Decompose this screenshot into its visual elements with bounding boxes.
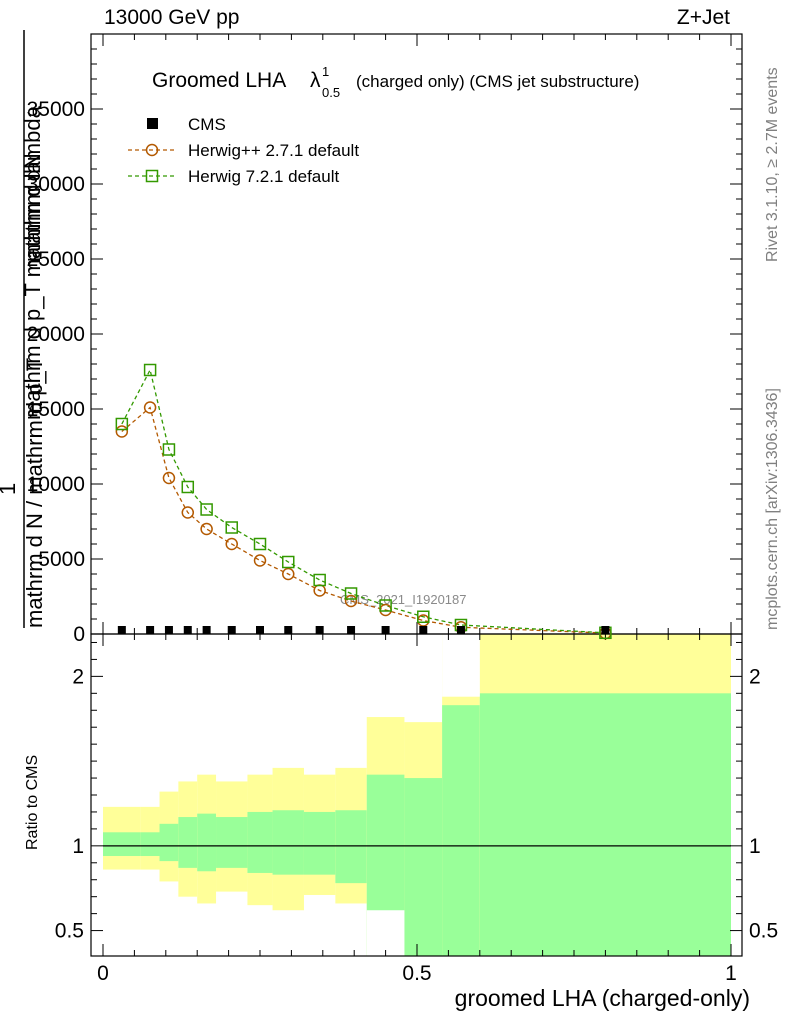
ratio-y-tick-label-right: 1 [749, 835, 761, 858]
main-y-tick-label: 5000 [38, 548, 85, 571]
x-tick-label: 0 [97, 962, 109, 985]
herwigpp-point [253, 554, 267, 567]
herwigpp-point [181, 506, 195, 519]
ratio-band-inner [303, 811, 336, 875]
herwigpp-point [200, 522, 213, 536]
herwigpp-point [282, 567, 295, 581]
herwig7-point [225, 521, 238, 534]
plot-title: Groomed LHA [152, 69, 286, 92]
ratio-band-inner [335, 810, 367, 884]
main-y-tick-label: 20000 [27, 323, 85, 346]
legend-cms-marker [147, 118, 158, 129]
herwig7-point [181, 480, 195, 494]
cms-point [419, 626, 428, 634]
ylabel-line-3: 1 [0, 483, 20, 495]
series-group [115, 363, 612, 640]
analysis-watermark: CMS_2021_I1920187 [340, 592, 467, 607]
herwig7-point [417, 610, 430, 623]
cms-point [381, 626, 390, 634]
herwigpp-point [225, 537, 238, 551]
ratio-y-tick-label-right: 0.5 [749, 920, 778, 943]
herwigpp-line [121, 406, 606, 634]
cms-point [117, 626, 126, 634]
main-y-tick-label: 30000 [27, 173, 85, 196]
ratio-axes: 0.5 0.5 1 1 2 2 0 0.5 1 [55, 633, 778, 985]
cms-point [456, 626, 465, 634]
herwig7-point [282, 555, 295, 569]
ratio-band-inner [247, 811, 273, 873]
title-subscript: 0.5 [322, 85, 340, 100]
herwigpp-point [162, 471, 176, 485]
main-y-tick-label: 25000 [27, 248, 85, 271]
title-rest: (charged only) (CMS jet substructure) [356, 72, 639, 91]
main-axes: 0 5000 10000 15000 20000 25000 30000 35000 [27, 33, 743, 646]
header-process-label: Z+Jet [676, 6, 730, 29]
legend-herwigpp-marker [145, 143, 159, 157]
cms-point [227, 626, 236, 634]
herwigpp-point [344, 594, 358, 608]
cms-point [284, 626, 293, 634]
herwigpp-point [143, 401, 157, 414]
cms-point [164, 626, 173, 634]
herwig7-point [313, 573, 326, 587]
main-y-tick-label: 35000 [27, 98, 85, 121]
herwig7-point [200, 503, 213, 516]
ratio-band-inner [479, 693, 731, 956]
ratio-band-gap [366, 910, 405, 956]
x-tick-label: 0.5 [402, 962, 431, 985]
legend-cms-label: CMS [188, 115, 226, 134]
header-beam-label: 13000 GeV pp [104, 6, 240, 29]
ratio-y-tick-label: 2 [72, 665, 84, 688]
ratio-y-tick-label-right: 2 [749, 665, 761, 688]
herwig7-point [344, 587, 358, 600]
herwigpp-point [115, 425, 129, 438]
ratio-y-tick-label: 0.5 [55, 920, 84, 943]
main-y-tick-label: 10000 [27, 473, 85, 496]
ratio-band-inner [140, 832, 160, 857]
main-y-tick-label: 0 [73, 623, 85, 646]
herwig7-point [143, 363, 157, 377]
title-main: Groomed LHA [152, 69, 286, 92]
ratio-band-inner [442, 705, 480, 956]
ratio-band-inner [197, 813, 217, 872]
cms-point [202, 626, 211, 634]
title-superscript: 1 [322, 64, 329, 79]
title-lambda: λ [310, 69, 321, 92]
cms-point [183, 626, 192, 634]
x-axis-label: groomed LHA (charged-only) [454, 985, 750, 1011]
herwig7-point [379, 599, 392, 612]
ylabel-line-4: mathrm d N / mathrm d p_T [22, 358, 47, 628]
x-tick-label: 1 [725, 962, 737, 985]
herwig7-point [162, 443, 176, 456]
ratio-band-gap [442, 634, 480, 697]
ratio-band-inner [178, 817, 198, 868]
cms-point [347, 626, 356, 634]
cms-point [601, 626, 610, 634]
ratio-band-inner [159, 823, 179, 862]
ratio-band-inner [103, 832, 141, 857]
main-y-tick-label: 15000 [27, 398, 85, 421]
legend-herwig7-marker [145, 169, 159, 183]
ratio-bands [103, 634, 731, 956]
main-y-axis-label: mathrm dN mathrm d p_T mathrm d lambda 1… [0, 30, 47, 628]
ratio-y-tick-label: 1 [72, 835, 84, 858]
cms-point [315, 626, 324, 634]
ratio-band-inner [272, 810, 304, 875]
legend-herwigpp-label: Herwig++ 2.7.1 default [188, 141, 359, 160]
cms-point [256, 626, 264, 634]
ratio-band-inner [404, 778, 443, 956]
herwig7-point [115, 417, 129, 431]
ratio-band-inner [216, 817, 248, 868]
legend: CMS Herwig++ 2.7.1 default Herwig 7.2.1 … [128, 115, 359, 186]
herwig7-point [253, 537, 267, 551]
legend-herwig7-label: Herwig 7.2.1 default [188, 167, 339, 186]
cms-point [146, 626, 155, 634]
